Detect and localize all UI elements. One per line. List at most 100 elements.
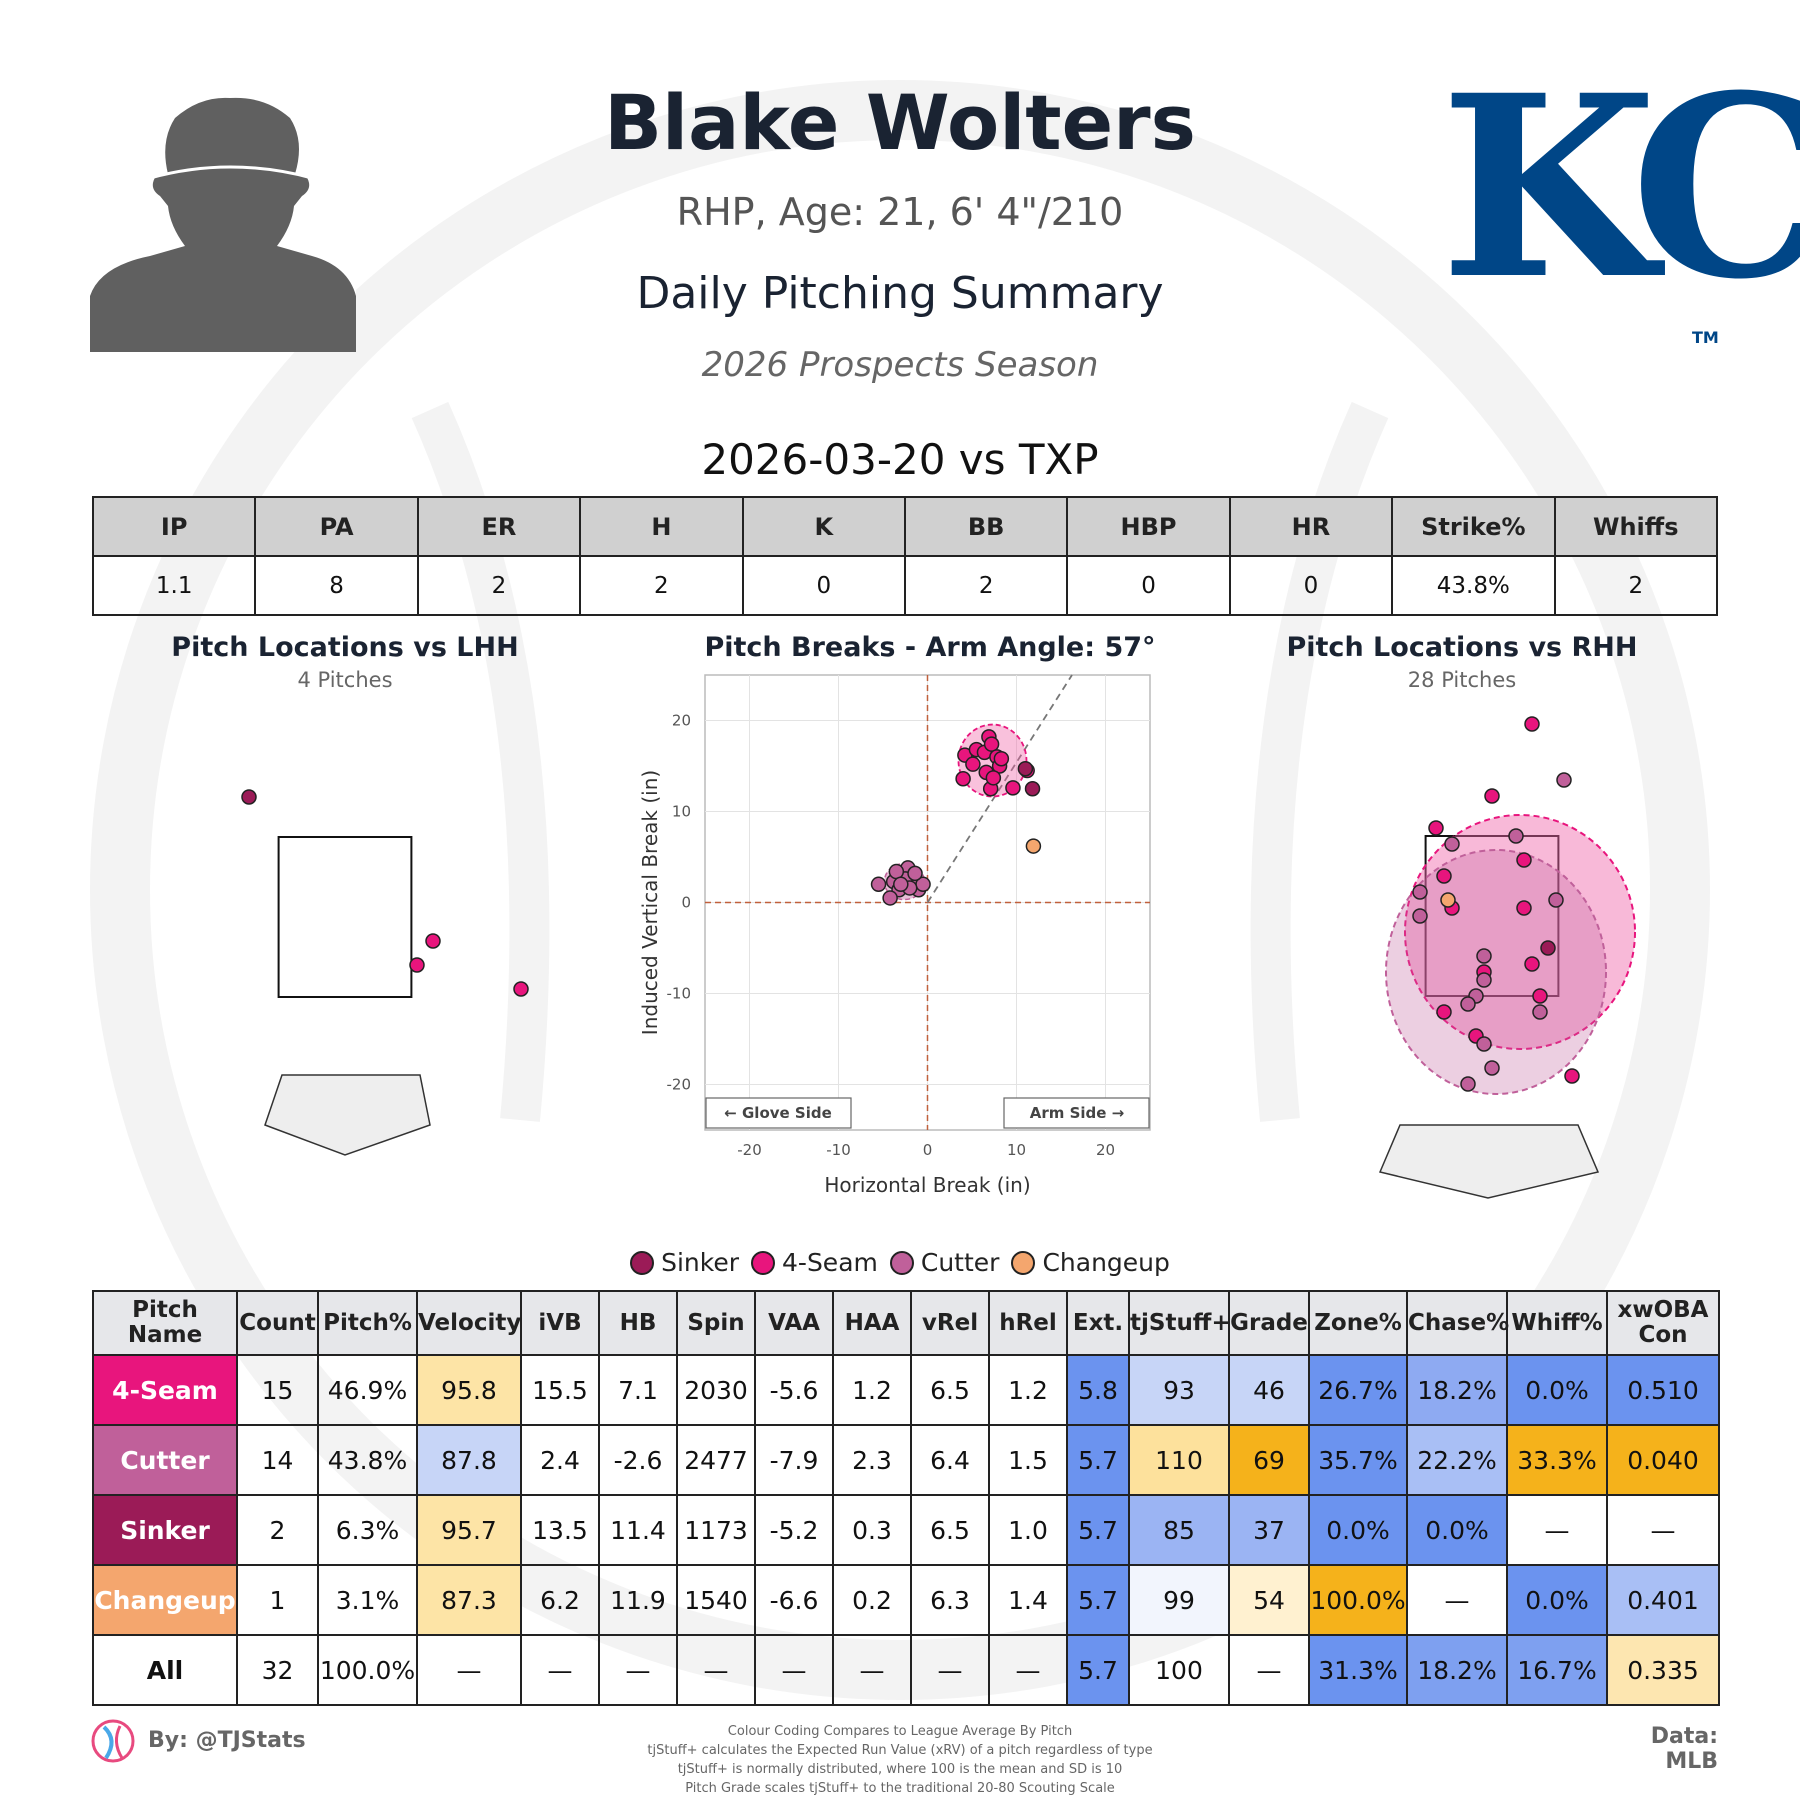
pitch-metric-cell: 100.0%	[1308, 1564, 1408, 1636]
pitch-point	[1436, 868, 1452, 884]
pitch-table-header: iVB	[520, 1290, 600, 1356]
strike-zone	[277, 836, 413, 998]
footnote: Colour Coding Compares to League Average…	[560, 1722, 1240, 1798]
pitch-point	[1540, 940, 1556, 956]
break-point	[1017, 760, 1034, 777]
break-point	[893, 876, 909, 893]
pitch-metric-cell: 87.3	[416, 1564, 522, 1636]
y-axis-label: Induced Vertical Break (in)	[638, 770, 662, 1035]
pitch-name-cell: Sinker	[92, 1494, 238, 1566]
pitch-metric-cell: 0.0%	[1308, 1494, 1408, 1566]
game-header: 2026-03-20 vs TXP	[701, 435, 1099, 484]
pitch-metric-cell: 16.7%	[1506, 1634, 1608, 1706]
pitch-point	[1444, 836, 1460, 852]
pitch-point	[1460, 996, 1476, 1012]
pitch-metric-cell: —	[1606, 1494, 1720, 1566]
pitch-metric-cell: —	[676, 1634, 756, 1706]
footnote-line: Pitch Grade scales tjStuff+ to the tradi…	[685, 1781, 1115, 1796]
pitch-metric-cell: 0.335	[1606, 1634, 1720, 1706]
pitch-metric-cell: 15	[236, 1354, 319, 1426]
arm-side-box	[1003, 1097, 1150, 1129]
pitch-point	[1548, 892, 1564, 908]
arm-angle-line	[926, 674, 1073, 903]
team-logo-text: KC	[1440, 40, 1800, 334]
pitch-table-header: Whiff%	[1506, 1290, 1608, 1356]
pitch-table-header: tjStuff+	[1128, 1290, 1231, 1356]
pitch-point	[1476, 948, 1492, 964]
legend-swatch	[1011, 1250, 1036, 1275]
pitch-metric-cell: -6.6	[754, 1564, 834, 1636]
pitch-metric-cell: 2030	[676, 1354, 756, 1426]
stat-header: ER	[416, 496, 582, 557]
stat-header: K	[741, 496, 906, 557]
pitch-metric-cell: 26.7%	[1308, 1354, 1408, 1426]
pitch-metric-cell: 6.3	[910, 1564, 990, 1636]
pitch-metric-cell: -2.6	[598, 1424, 678, 1496]
stat-value: 1.1	[91, 555, 257, 616]
game-stats-values-row: 1.1 8 2 2 0 2 0 0 43.8% 2	[91, 555, 1719, 616]
pitch-point	[1484, 788, 1500, 804]
pitch-metric-cell: 0.0%	[1406, 1494, 1508, 1566]
pitch-point	[1532, 1004, 1548, 1020]
lhh-location-chart	[241, 789, 529, 1156]
pitch-metric-cell: 22.2%	[1406, 1424, 1508, 1496]
pitch-metric-cell: 0.3	[832, 1494, 912, 1566]
pitch-point	[1524, 956, 1540, 972]
pitch-metric-cell: 6.4	[910, 1424, 990, 1496]
y-tick-label: -20	[667, 1076, 692, 1094]
pitch-point	[1524, 716, 1540, 732]
y-tick-label: 0	[681, 894, 691, 912]
break-point	[983, 736, 1000, 752]
game-stats-header-row: IP PA ER H K BB HBP HR Strike% Whiffs	[91, 496, 1719, 557]
pitch-table-header: HAA	[832, 1290, 912, 1356]
pitch-point	[1436, 1004, 1452, 1020]
pitch-metric-cell: 0.401	[1606, 1564, 1720, 1636]
pitch-metric-cell: 54	[1228, 1564, 1310, 1636]
pitch-metric-cell: 2.3	[832, 1424, 912, 1496]
player-bio: RHP, Age: 21, 6' 4"/210	[676, 190, 1124, 234]
pitch-metric-cell: —	[988, 1634, 1068, 1706]
pitch-name-cell: All	[92, 1634, 238, 1706]
pitch-metric-cell: 31.3%	[1308, 1634, 1408, 1706]
pitch-point	[1516, 852, 1532, 868]
pitch-metric-cell: 46	[1228, 1354, 1310, 1426]
pitch-metric-cell: -5.2	[754, 1494, 834, 1566]
pitch-metric-cell: -5.6	[754, 1354, 834, 1426]
pitch-point	[425, 933, 441, 949]
break-point	[907, 865, 923, 882]
stat-header: HR	[1228, 496, 1394, 557]
x-tick-label: 10	[1007, 1141, 1026, 1159]
pitch-metric-cell: -7.9	[754, 1424, 834, 1496]
pitch-metric-cell: 5.7	[1066, 1634, 1130, 1706]
pitch-point	[1412, 908, 1428, 924]
team-logo: KC TM	[1440, 40, 1800, 360]
pitch-metric-cell: 69	[1228, 1424, 1310, 1496]
season-label: 2026 Prospects Season	[701, 345, 1099, 385]
pitch-point	[1440, 892, 1456, 908]
pitch-point	[1460, 1076, 1476, 1092]
pitch-metric-cell: 0.0%	[1506, 1354, 1608, 1426]
pitch-metric-cell: 110	[1128, 1424, 1230, 1496]
pitch-metric-cell: 1.2	[832, 1354, 912, 1426]
pitch-legend: Sinker 4-Seam Cutter Changeup	[0, 1248, 1800, 1279]
legend-label: Sinker	[661, 1248, 740, 1277]
stat-value: 2	[579, 555, 744, 616]
pitch-metric-cell: —	[1228, 1634, 1310, 1706]
pitch-point	[1476, 1036, 1492, 1052]
pitch-table-header: Chase%	[1406, 1290, 1509, 1356]
pitch-metric-cell: 2	[236, 1494, 319, 1566]
player-name: Blake Wolters	[604, 78, 1196, 167]
rhh-location-chart	[1378, 716, 1636, 1199]
break-point	[888, 863, 905, 880]
break-point	[985, 770, 1002, 786]
home-plate	[1378, 1124, 1600, 1199]
team-logo-trademark: TM	[1692, 328, 1719, 347]
arm-side-label: Arm Side →	[1030, 1104, 1125, 1122]
footnote-line: tjStuff+ calculates the Expected Run Val…	[647, 1743, 1153, 1758]
lhh-chart-title: Pitch Locations vs LHH	[171, 632, 519, 663]
legend-swatch	[751, 1250, 776, 1275]
break-point	[965, 756, 981, 772]
pitch-table-header: Velocity	[416, 1290, 522, 1356]
legend-label: Cutter	[920, 1248, 1000, 1277]
pitch-metric-cell: 100.0%	[317, 1634, 418, 1706]
